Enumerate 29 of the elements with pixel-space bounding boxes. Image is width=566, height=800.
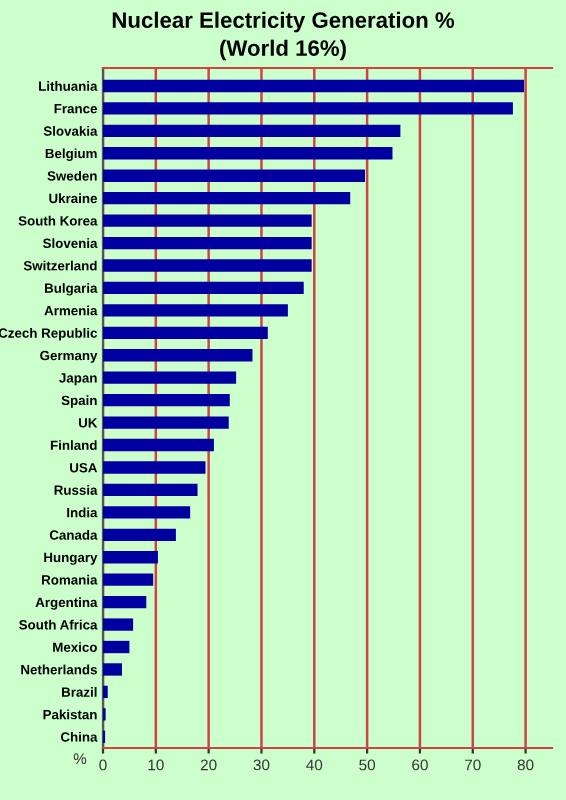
bar <box>103 259 312 272</box>
bar <box>103 483 198 497</box>
bar <box>103 371 237 384</box>
bar <box>103 551 158 564</box>
bar <box>103 393 230 407</box>
chart-subtitle: (World 16%) <box>220 39 346 61</box>
bar <box>103 573 154 586</box>
bar <box>103 595 147 609</box>
bar <box>103 640 130 654</box>
bar <box>103 79 524 93</box>
bar <box>103 528 176 541</box>
bar <box>103 618 134 631</box>
bar <box>103 461 206 474</box>
bar <box>103 191 351 205</box>
bar <box>103 169 365 182</box>
bar <box>103 438 214 452</box>
bar <box>103 281 304 295</box>
bar <box>103 326 268 339</box>
bar <box>103 124 401 138</box>
bar <box>103 102 513 115</box>
chart-title: Nuclear Electricity Generation % <box>112 11 455 33</box>
bar <box>103 214 312 227</box>
bar <box>103 506 191 519</box>
bar <box>103 236 312 250</box>
bar <box>103 416 229 429</box>
bar <box>103 349 253 362</box>
bar <box>103 304 288 317</box>
bar <box>103 663 123 676</box>
bar <box>103 147 393 160</box>
